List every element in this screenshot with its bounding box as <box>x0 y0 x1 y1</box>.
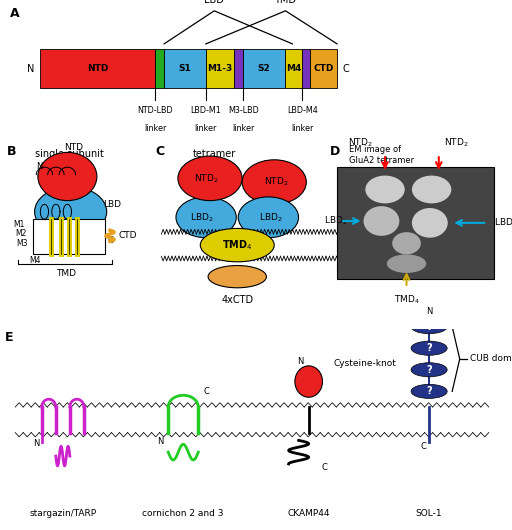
Text: ?: ? <box>426 386 432 396</box>
Text: LBD$_2$: LBD$_2$ <box>259 211 282 224</box>
Text: N: N <box>28 64 35 74</box>
Text: ?: ? <box>426 343 432 353</box>
Text: N: N <box>297 357 304 366</box>
Text: EM image of
GluA2 tetramer: EM image of GluA2 tetramer <box>349 145 414 165</box>
Ellipse shape <box>411 320 447 334</box>
Text: NTD-LBD: NTD-LBD <box>137 106 173 115</box>
Ellipse shape <box>412 175 452 204</box>
Text: N: N <box>36 162 42 171</box>
Text: M4: M4 <box>286 64 301 73</box>
Text: S2: S2 <box>258 64 270 73</box>
Text: TMD$_4$: TMD$_4$ <box>394 294 419 306</box>
Text: TMD: TMD <box>56 269 76 278</box>
Text: NTD$_2$: NTD$_2$ <box>444 136 469 149</box>
Ellipse shape <box>387 254 426 273</box>
Text: M1-3: M1-3 <box>207 64 233 73</box>
Text: N: N <box>34 439 40 448</box>
Ellipse shape <box>364 206 399 236</box>
Text: M4: M4 <box>30 257 41 265</box>
Text: NTD: NTD <box>65 144 83 153</box>
Ellipse shape <box>208 266 266 288</box>
Ellipse shape <box>38 153 97 201</box>
Text: LBD-M4: LBD-M4 <box>287 106 317 115</box>
Text: CTD: CTD <box>118 232 137 240</box>
Ellipse shape <box>411 384 447 399</box>
Ellipse shape <box>392 232 421 254</box>
Text: S1: S1 <box>179 64 191 73</box>
Text: TMD$_4$: TMD$_4$ <box>222 238 252 252</box>
Text: N: N <box>426 307 432 316</box>
Ellipse shape <box>178 156 242 201</box>
Text: linker: linker <box>144 124 166 133</box>
Ellipse shape <box>200 228 274 262</box>
Text: NTD$_2$: NTD$_2$ <box>194 172 219 184</box>
Bar <box>310 49 337 88</box>
Text: CUB domains: CUB domains <box>470 355 512 364</box>
Ellipse shape <box>295 366 323 398</box>
Text: tetramer: tetramer <box>193 149 236 158</box>
Ellipse shape <box>411 341 447 355</box>
Bar <box>164 49 206 88</box>
Text: A: A <box>10 7 20 20</box>
Text: C: C <box>203 387 209 396</box>
Bar <box>243 49 285 88</box>
Bar <box>40 49 155 88</box>
Bar <box>155 49 164 88</box>
Ellipse shape <box>366 175 404 204</box>
Text: M3-LBD: M3-LBD <box>228 106 259 115</box>
Text: LBD: LBD <box>103 200 121 209</box>
Text: linker: linker <box>232 124 254 133</box>
Ellipse shape <box>35 187 106 237</box>
Text: LBD$_2$: LBD$_2$ <box>190 211 214 224</box>
Text: stargazin/TARP: stargazin/TARP <box>29 509 96 518</box>
Text: ?: ? <box>426 322 432 332</box>
Ellipse shape <box>411 363 447 377</box>
Text: M3: M3 <box>16 239 28 248</box>
Bar <box>234 49 243 88</box>
Text: Cysteine-knot: Cysteine-knot <box>334 359 397 368</box>
Text: NTD: NTD <box>87 64 108 73</box>
Bar <box>206 49 234 88</box>
Text: TMD: TMD <box>274 0 296 5</box>
Text: linker: linker <box>291 124 313 133</box>
Ellipse shape <box>238 197 298 237</box>
Text: cornichon 2 and 3: cornichon 2 and 3 <box>142 509 224 518</box>
Text: 4xCTD: 4xCTD <box>221 295 253 305</box>
Bar <box>33 219 105 254</box>
Ellipse shape <box>176 197 237 237</box>
Text: E: E <box>5 331 14 343</box>
Text: CKAMP44: CKAMP44 <box>287 509 330 518</box>
Text: C: C <box>321 463 327 472</box>
Bar <box>302 49 310 88</box>
Text: LBD$_2$: LBD$_2$ <box>495 217 512 229</box>
Text: LBD$_2$: LBD$_2$ <box>324 215 348 227</box>
Text: C: C <box>107 236 113 245</box>
Text: NTD$_2$: NTD$_2$ <box>348 136 372 149</box>
Text: SOL-1: SOL-1 <box>416 509 442 518</box>
Text: M2: M2 <box>15 229 27 239</box>
Text: LBD-M1: LBD-M1 <box>190 106 221 115</box>
Text: N: N <box>157 437 163 446</box>
Text: B: B <box>7 145 16 158</box>
Text: C: C <box>342 64 349 74</box>
Text: M1: M1 <box>13 220 25 229</box>
Bar <box>285 49 302 88</box>
Text: NTD$_2$: NTD$_2$ <box>264 176 288 188</box>
Text: D: D <box>330 145 340 158</box>
Text: C: C <box>421 442 426 450</box>
Text: ?: ? <box>426 365 432 375</box>
Ellipse shape <box>412 208 448 237</box>
Text: LBD: LBD <box>204 0 224 5</box>
Bar <box>337 167 495 279</box>
Text: CTD: CTD <box>313 64 334 73</box>
Ellipse shape <box>242 160 306 204</box>
Text: linker: linker <box>195 124 217 133</box>
Text: single subunit: single subunit <box>35 149 103 158</box>
Text: C: C <box>156 145 165 158</box>
